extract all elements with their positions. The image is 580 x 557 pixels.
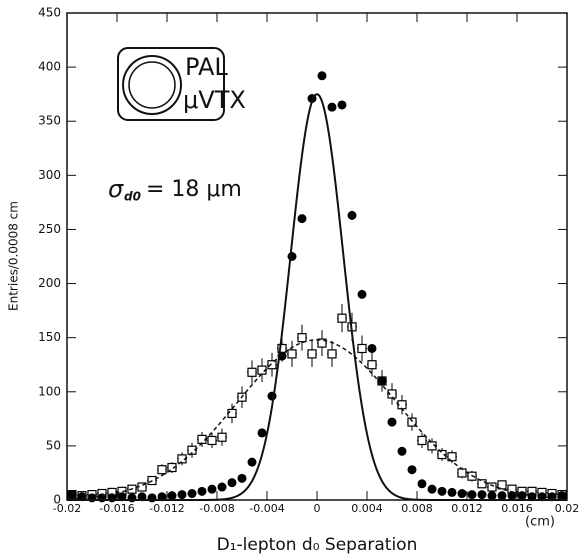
x-tick-label: 0.004	[351, 502, 383, 515]
open-square-marker	[337, 313, 347, 323]
fit-curve	[67, 93, 567, 501]
logo-text: PAL	[185, 53, 228, 81]
y-tick-label: 150	[38, 330, 61, 344]
open-square-marker	[417, 435, 427, 446]
x-tick-label: 0.012	[451, 502, 483, 515]
x-tick-label: 0.016	[501, 502, 533, 515]
x-tick-label: 0	[314, 502, 321, 515]
filled-circle-marker	[197, 486, 207, 496]
annotation-symbol: σ	[108, 175, 124, 203]
annotation-subscript: d0	[124, 190, 141, 204]
y-axis-label: Entries/0.0008 cm	[7, 201, 21, 311]
filled-circle-marker	[187, 489, 197, 499]
filled-circle-marker	[427, 484, 437, 494]
filled-circle-marker	[167, 491, 177, 501]
filled-circle-marker	[407, 465, 417, 475]
open-square-marker	[267, 360, 277, 370]
logo-ring	[122, 55, 182, 115]
filled-circle-marker	[347, 210, 357, 220]
logo: PAL μVTX	[117, 47, 246, 121]
open-square-marker	[167, 462, 177, 473]
filled-circle-marker	[237, 473, 247, 483]
filled-circle-marker	[357, 289, 367, 299]
x-tick-label: -0.004	[249, 502, 284, 515]
y-tick-label: 50	[46, 438, 61, 452]
x-tick-label: -0.012	[149, 502, 184, 515]
filled-circle-marker	[417, 479, 427, 489]
filled-circle-marker	[477, 490, 487, 500]
filled-circle-marker	[337, 100, 347, 110]
open-square-marker	[427, 441, 437, 451]
filled-circle-marker	[397, 446, 407, 456]
open-square-marker	[297, 333, 307, 343]
filled-circle-marker	[67, 490, 77, 500]
open-square-marker	[367, 360, 377, 370]
open-square-marker	[477, 479, 487, 489]
x-tick-label: 0.02	[555, 502, 580, 515]
filled-circle-marker	[207, 484, 217, 494]
logo-ring	[128, 61, 176, 109]
filled-circle-marker	[327, 102, 337, 112]
open-square-marker	[307, 349, 317, 359]
y-tick-label: 450	[38, 6, 61, 20]
y-tick-label: 100	[38, 384, 61, 398]
filled-circle-marker	[227, 478, 237, 488]
open-square-marker	[457, 468, 467, 478]
filled-circle-marker	[517, 491, 527, 501]
filled-circle-marker	[297, 214, 307, 224]
open-square-marker	[317, 338, 327, 348]
y-tick-label: 250	[38, 222, 61, 236]
filled-circle-marker	[387, 417, 397, 427]
fit-curve	[66, 339, 568, 500]
filled-circle-marker	[487, 491, 497, 501]
x-axis-label: D₁-lepton d₀ Separation	[217, 535, 418, 555]
filled-circle-marker	[507, 491, 517, 501]
y-tick-label: 300	[38, 168, 61, 182]
open-square-marker	[217, 432, 227, 442]
filled-circle-marker	[267, 391, 277, 401]
y-tick-label: 350	[38, 114, 61, 128]
open-square-marker	[487, 482, 497, 492]
y-tick-label: 200	[38, 276, 61, 290]
filled-circle-marker	[317, 71, 327, 81]
filled-circle-marker	[437, 486, 447, 496]
open-square-marker	[157, 465, 167, 475]
filled-circle-marker	[177, 490, 187, 500]
open-square-marker	[437, 449, 447, 460]
filled-circle-marker	[247, 457, 257, 467]
open-square-marker	[327, 349, 337, 359]
filled-circle-marker	[217, 482, 227, 492]
filled-circle-marker	[457, 489, 467, 499]
open-square-marker	[187, 445, 197, 455]
logo-box	[117, 47, 225, 121]
x-tick-label: -0.02	[53, 502, 81, 515]
x-tick-label: 0.008	[401, 502, 433, 515]
filled-circle-marker	[367, 343, 377, 353]
open-square-marker	[287, 349, 297, 359]
filled-circle-marker	[467, 490, 477, 500]
filled-circle-marker	[257, 428, 267, 438]
open-square-marker	[247, 367, 257, 377]
filled-circle-marker	[447, 487, 457, 497]
open-square-marker	[407, 417, 417, 427]
x-unit: (cm)	[525, 515, 555, 530]
y-tick-label: 0	[53, 493, 61, 507]
filled-circle-marker	[497, 491, 507, 501]
logo-text: μVTX	[183, 86, 246, 114]
x-tick-label: -0.016	[99, 502, 134, 515]
filled-circle-marker	[287, 252, 297, 261]
y-tick-label: 400	[38, 60, 61, 74]
open-square-marker	[207, 435, 217, 446]
open-square-marker	[497, 480, 507, 490]
annotation-text: = 18 μm	[146, 177, 242, 202]
x-tick-label: -0.008	[199, 502, 234, 515]
open-square-marker	[357, 343, 367, 354]
